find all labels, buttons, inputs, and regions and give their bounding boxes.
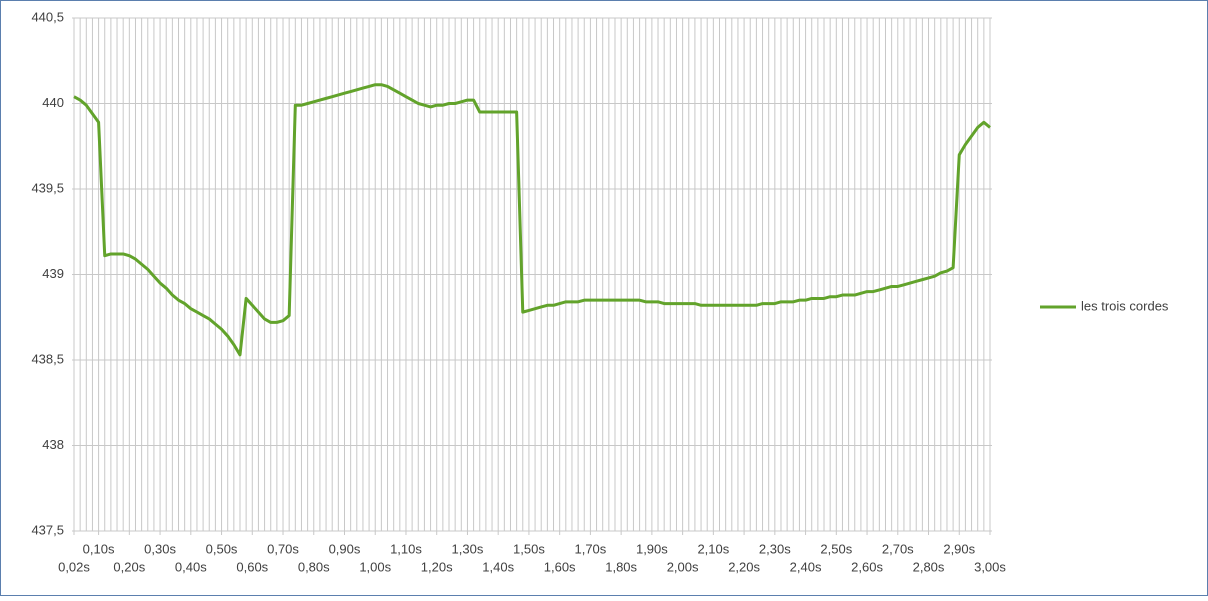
y-tick-label: 439	[42, 266, 64, 281]
x-tick-label: 2,80s	[913, 559, 945, 574]
x-tick-label: 1,80s	[605, 559, 637, 574]
x-tick-label: 2,20s	[728, 559, 760, 574]
grid	[72, 17, 992, 532]
x-tick-label: 0,70s	[267, 541, 299, 556]
x-tick-label: 2,60s	[851, 559, 883, 574]
x-tick-label: 1,30s	[452, 541, 484, 556]
x-tick-label: 1,00s	[359, 559, 391, 574]
x-tick-label: 0,80s	[298, 559, 330, 574]
x-tick-label: 0,50s	[206, 541, 238, 556]
x-tick-label: 0,90s	[329, 541, 361, 556]
x-tick-label: 2,90s	[943, 541, 975, 556]
x-tick-label: 2,10s	[697, 541, 729, 556]
y-tick-label: 440,5	[31, 9, 64, 24]
legend-label: les trois cordes	[1081, 298, 1169, 313]
x-tick-label: 0,40s	[175, 559, 207, 574]
x-tick-label: 0,10s	[83, 541, 115, 556]
x-tick-label: 0,02s	[58, 559, 90, 574]
x-tick-label: 1,70s	[574, 541, 606, 556]
y-tick-label: 439,5	[31, 180, 64, 195]
x-tick-label: 1,20s	[421, 559, 453, 574]
x-tick-label: 1,90s	[636, 541, 668, 556]
x-tick-label: 1,50s	[513, 541, 545, 556]
x-tick-label: 1,40s	[482, 559, 514, 574]
x-tick-label: 2,40s	[790, 559, 822, 574]
x-tick-label: 0,60s	[236, 559, 268, 574]
plot	[73, 83, 991, 357]
x-tick-label: 1,60s	[544, 559, 576, 574]
y-tick-label: 440	[42, 95, 64, 110]
x-tick-label: 2,00s	[667, 559, 699, 574]
y-tick-label: 438,5	[31, 351, 64, 366]
x-tick-label: 2,50s	[820, 541, 852, 556]
y-tick-label: 437,5	[31, 522, 64, 537]
y-tick-label: 438	[42, 437, 64, 452]
x-tick-label: 2,70s	[882, 541, 914, 556]
data-line	[73, 83, 991, 357]
x-tick-label: 1,10s	[390, 541, 422, 556]
x-tick-label: 0,30s	[144, 541, 176, 556]
x-tick-label: 2,30s	[759, 541, 791, 556]
x-tick-label: 0,20s	[113, 559, 145, 574]
x-tick-label: 3,00s	[974, 559, 1006, 574]
